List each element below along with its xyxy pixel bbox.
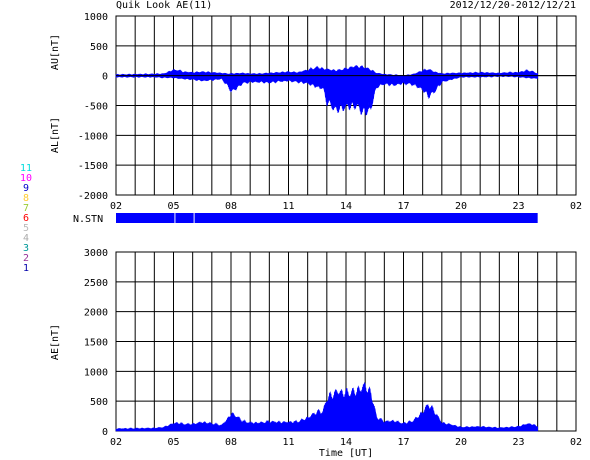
au-axis-label: AU[nT]	[50, 34, 61, 70]
ae-xtick-label: 08	[225, 437, 237, 448]
au-al-xtick-label: 05	[167, 201, 179, 212]
n-stn-segment-1	[175, 213, 194, 223]
au-al-xtick-label: 08	[225, 201, 237, 212]
ae-ytick-label: 0	[102, 427, 108, 438]
n-stn-label: N.STN	[73, 214, 103, 225]
ae-ytick-label: 3000	[84, 248, 108, 259]
au-al-ytick-label: 1000	[84, 12, 108, 23]
ae-xtick-label: 17	[397, 437, 409, 448]
station-legend-7: 7	[22, 203, 30, 214]
au-al-ytick-label: -2000	[78, 191, 108, 202]
station-legend-10: 10	[19, 173, 33, 184]
n-stn-segment-2	[194, 213, 538, 223]
au-al-ytick-label: 0	[102, 72, 108, 83]
ae-ytick-label: 1500	[84, 338, 108, 349]
au-al-xtick-label: 17	[397, 201, 409, 212]
au-al-xtick-label: 14	[340, 201, 352, 212]
au-al-area	[115, 64, 539, 116]
ae-xtick-label: 11	[282, 437, 294, 448]
ae-ytick-label: 2000	[84, 308, 108, 319]
au-al-xtick-label: 02	[110, 201, 122, 212]
station-legend-2: 2	[22, 253, 30, 264]
al-axis-label: AL[nT]	[50, 117, 61, 153]
au-al-xtick-label: 02	[570, 201, 582, 212]
station-legend-5: 5	[22, 223, 30, 234]
ae-xtick-label: 02	[570, 437, 582, 448]
au-al-frame	[115, 15, 577, 196]
station-legend-6: 6	[22, 213, 30, 224]
au-al-ytick-label: 500	[90, 42, 108, 53]
chart-title: Quik Look AE(11)	[116, 0, 213, 11]
ae-xtick-label: 20	[455, 437, 467, 448]
station-legend-8: 8	[22, 193, 30, 204]
n-stn-segment-0	[116, 213, 175, 223]
station-legend-9: 9	[22, 183, 30, 194]
au-al-xtick-label: 23	[512, 201, 524, 212]
ae-xtick-label: 02	[110, 437, 122, 448]
date-range: 2012/12/20-2012/12/21	[449, 0, 576, 11]
ae-ytick-label: 1000	[84, 367, 108, 378]
au-al-ytick-label: -1000	[78, 131, 108, 142]
ae-xtick-label: 05	[167, 437, 179, 448]
au-al-xtick-label: 11	[282, 201, 294, 212]
ae-ytick-label: 2500	[84, 278, 108, 289]
station-count-legend: 11 10 9 8 7 6 5 4 3 2 1	[18, 164, 34, 274]
ae-axis-label: AE[nT]	[50, 324, 61, 360]
au-al-xtick-label: 20	[455, 201, 467, 212]
ae-area	[115, 382, 539, 432]
station-legend-3: 3	[22, 243, 30, 254]
station-legend-1: 1	[22, 263, 30, 274]
time-axis-label: Time [UT]	[319, 448, 373, 459]
au-al-ytick-label: -500	[84, 102, 108, 113]
ae-xtick-label: 23	[512, 437, 524, 448]
au-al-ytick-label: -1500	[78, 161, 108, 172]
ae-xtick-label: 14	[340, 437, 352, 448]
ae-ytick-label: 500	[90, 397, 108, 408]
station-legend-4: 4	[22, 233, 30, 244]
station-legend-11: 11	[19, 163, 33, 174]
